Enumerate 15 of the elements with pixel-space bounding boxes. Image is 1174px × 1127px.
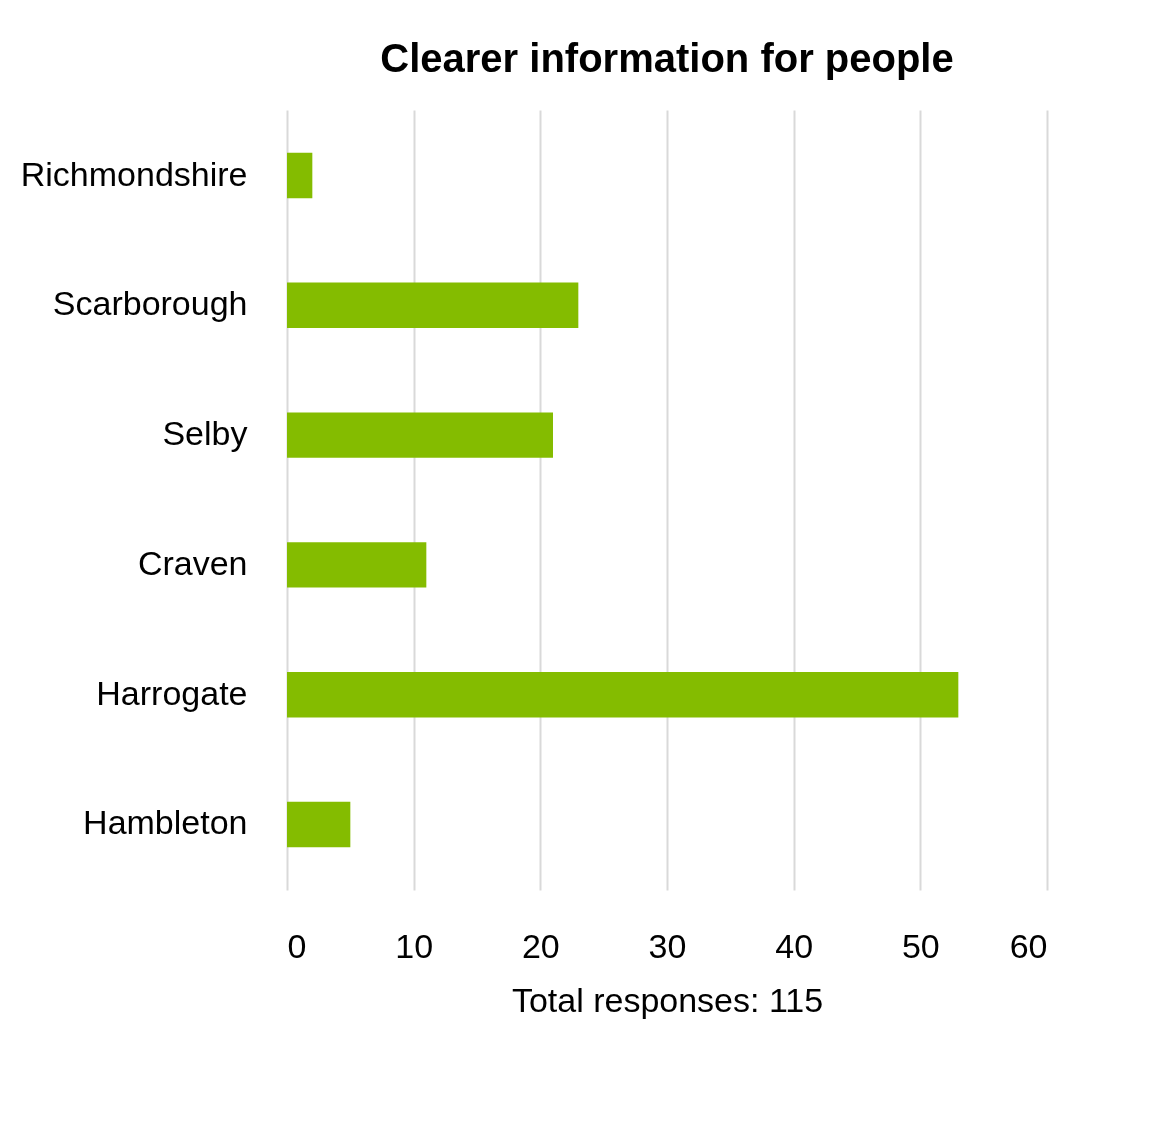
y-tick-label: Scarborough [52,284,248,323]
y-tick-label: Richmondshire [20,154,248,193]
x-tick-label: 0 [287,926,307,965]
y-tick-label: Harrogate [96,673,248,712]
y-tick-label: Craven [137,543,248,582]
chart-title: Clearer information for people [380,36,954,80]
x-axis-title: Total responses: 115 [511,980,824,1019]
x-tick-label: 30 [648,926,687,965]
x-tick-label: 50 [901,926,940,965]
y-tick-label: Selby [162,414,248,453]
y-tick-label: Hambleton [83,803,248,842]
x-tick-label: 10 [395,926,434,965]
x-tick-label: 40 [775,926,814,965]
x-tick-label: 60 [1009,926,1048,965]
x-tick-label: 20 [521,926,560,965]
